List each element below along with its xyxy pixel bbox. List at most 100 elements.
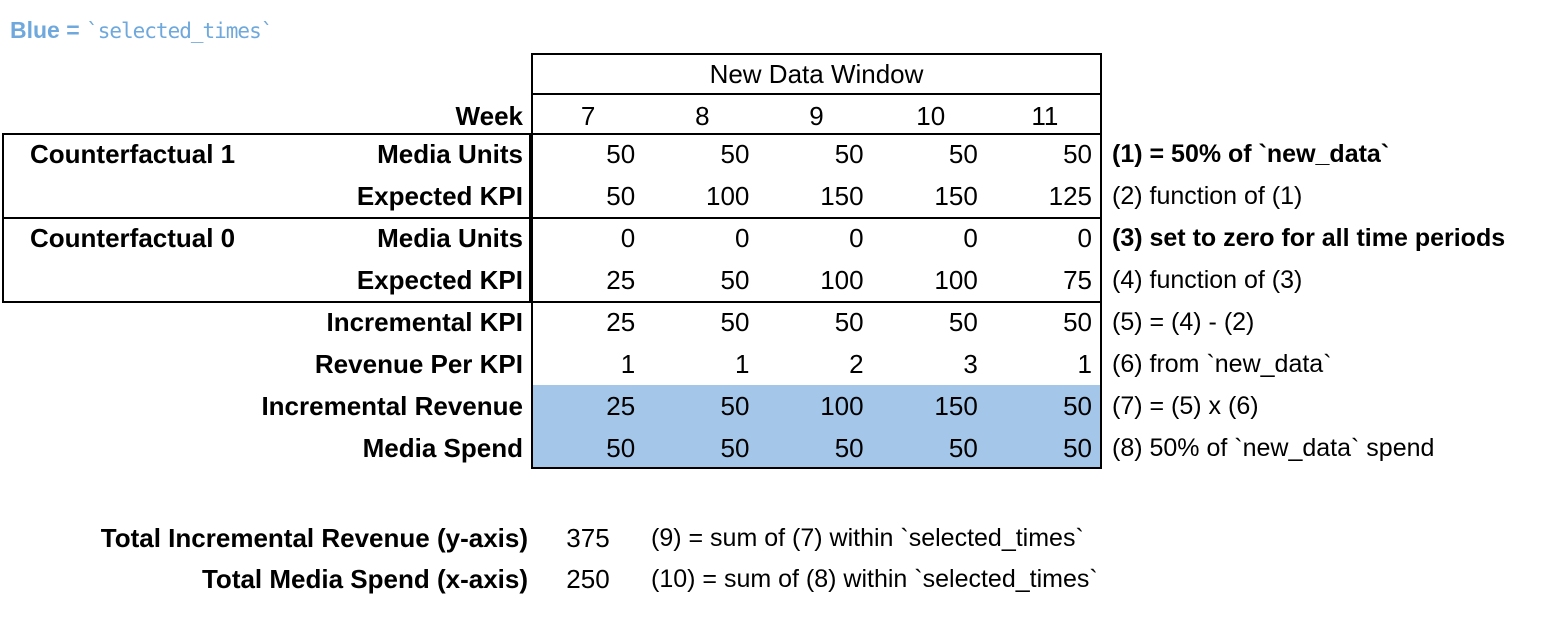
week-col-7: 7 (580, 100, 596, 131)
row-label-incremental-kpi: Incremental KPI (326, 306, 523, 337)
row-cells: 0 0 0 0 0 (531, 217, 1102, 259)
value-cell: 1 (734, 348, 750, 379)
row-cells-highlighted: 25 50 100 150 50 (531, 385, 1102, 427)
value-cell: 100 (934, 264, 978, 295)
row-cells: 1 1 2 3 1 (531, 343, 1102, 385)
table-row-media-spend: Media Spend 50 50 50 50 50 (8) 50% of `n… (0, 427, 1544, 469)
value-cell: 150 (820, 180, 864, 211)
table-row-incremental-revenue: Incremental Revenue 25 50 100 150 50 (7)… (0, 385, 1544, 427)
table-row-revenue-per-kpi: Revenue Per KPI 1 1 2 3 1 (6) from `new_… (0, 343, 1544, 385)
total-incremental-revenue-value: 375 (566, 522, 610, 553)
table-row-cf1-media-units: Counterfactual 1 Media Units 50 50 50 50… (0, 133, 1544, 175)
value-cell: 50 (834, 432, 864, 463)
value-cell: 100 (820, 264, 864, 295)
selected-times-highlight (533, 385, 1100, 467)
value-cell: 50 (720, 390, 750, 421)
row-note-4: (4) function of (3) (1112, 265, 1303, 294)
row-note-6: (6) from `new_data` (1112, 349, 1332, 378)
value-cell: 50 (720, 264, 750, 295)
value-cell: 2 (849, 348, 864, 379)
value-cell: 50 (1063, 138, 1093, 169)
row-cells: 50 100 150 150 125 (531, 175, 1102, 217)
row-note-8: (8) 50% of `new_data` spend (1112, 433, 1435, 462)
value-cell: 100 (820, 390, 864, 421)
value-cell: 150 (934, 390, 978, 421)
week-col-9: 9 (809, 100, 824, 131)
row-note-5: (5) = (4) - (2) (1112, 307, 1255, 336)
group-label-counterfactual-0: Counterfactual 0 (30, 222, 236, 253)
table-row-cf1-expected-kpi: Expected KPI 50 100 150 150 125 (2) func… (0, 175, 1544, 217)
value-cell: 50 (720, 138, 750, 169)
week-header-row: Week 7 8 9 10 11 (0, 95, 1544, 137)
table-row-cf0-media-units: Counterfactual 0 Media Units 0 0 0 0 0 (… (0, 217, 1544, 259)
value-cell: 50 (948, 306, 978, 337)
row-label-media-units: Media Units (377, 222, 523, 253)
value-cell: 50 (720, 432, 750, 463)
value-cell: 25 (606, 264, 636, 295)
value-cell: 50 (1063, 432, 1093, 463)
value-cell: 50 (720, 306, 750, 337)
table-row-incremental-kpi: Incremental KPI 25 50 50 50 50 (5) = (4)… (0, 301, 1544, 343)
value-cell: 50 (948, 138, 978, 169)
data-table-border (531, 95, 1102, 469)
row-note-3: (3) set to zero for all time periods (1112, 223, 1506, 252)
total-media-spend-value: 250 (566, 563, 610, 594)
week-label: Week (455, 100, 523, 131)
row-note-1: (1) = 50% of `new_data` (1112, 139, 1390, 168)
total-incremental-revenue-label: Total Incremental Revenue (y-axis) (100, 522, 528, 553)
value-cell: 150 (934, 180, 978, 211)
row-label-incremental-revenue: Incremental Revenue (261, 390, 523, 421)
value-cell: 0 (734, 222, 750, 253)
row-label-revenue-per-kpi: Revenue Per KPI (314, 348, 523, 379)
value-cell: 50 (606, 138, 636, 169)
row-cells: 25 50 50 50 50 (531, 301, 1102, 343)
new-data-window-box: New Data Window (531, 53, 1102, 95)
week-col-11: 11 (1031, 100, 1059, 131)
week-col-8: 8 (695, 100, 710, 131)
row-cells-highlighted: 50 50 50 50 50 (531, 427, 1102, 469)
value-cell: 1 (620, 348, 636, 379)
value-cell: 50 (1063, 390, 1093, 421)
value-cell: 0 (963, 222, 978, 253)
value-cell: 100 (706, 180, 750, 211)
value-cell: 50 (606, 180, 636, 211)
value-cell: 25 (606, 390, 636, 421)
table-row-cf0-expected-kpi: Expected KPI 25 50 100 100 75 (4) functi… (0, 259, 1544, 301)
row-label-media-spend: Media Spend (362, 432, 523, 463)
legend: Blue = `selected_times` (10, 17, 273, 44)
value-cell: 0 (1077, 222, 1093, 253)
row-cells: 50 50 50 50 50 (531, 133, 1102, 175)
value-cell: 50 (1063, 306, 1093, 337)
new-data-window-title: New Data Window (709, 58, 924, 89)
value-cell: 0 (620, 222, 636, 253)
total-incremental-revenue-row: Total Incremental Revenue (y-axis) 375 (… (0, 517, 1544, 559)
value-cell: 50 (606, 432, 636, 463)
value-cell: 125 (1048, 180, 1093, 211)
value-cell: 50 (948, 432, 978, 463)
value-cell: 50 (834, 306, 864, 337)
total-media-spend-row: Total Media Spend (x-axis) 250 (10) = su… (0, 558, 1544, 600)
total-media-spend-label: Total Media Spend (x-axis) (201, 563, 528, 594)
group-label-counterfactual-1: Counterfactual 1 (30, 138, 236, 169)
value-cell: 1 (1077, 348, 1093, 379)
row-divider-top (2, 133, 1102, 135)
row-divider-bottom (2, 301, 1102, 303)
week-col-10: 10 (916, 100, 946, 131)
row-note-2: (2) function of (1) (1112, 181, 1303, 210)
value-cell: 25 (606, 306, 636, 337)
row-label-expected-kpi: Expected KPI (356, 264, 523, 295)
value-cell: 50 (834, 138, 864, 169)
row-cells: 25 50 100 100 75 (531, 259, 1102, 301)
total-note-9: (9) = sum of (7) within `selected_times` (651, 523, 1084, 552)
row-label-media-units: Media Units (377, 138, 523, 169)
row-note-7: (7) = (5) x (6) (1112, 391, 1259, 420)
total-note-10: (10) = sum of (8) within `selected_times… (651, 564, 1098, 593)
row-label-expected-kpi: Expected KPI (356, 180, 523, 211)
value-cell: 0 (849, 222, 864, 253)
value-cell: 75 (1063, 264, 1093, 295)
week-cells: 7 8 9 10 11 (531, 95, 1102, 137)
value-cell: 3 (963, 348, 978, 379)
legend-selected-times-code: `selected_times` (86, 19, 273, 43)
legend-blue-label: Blue = (10, 17, 87, 43)
